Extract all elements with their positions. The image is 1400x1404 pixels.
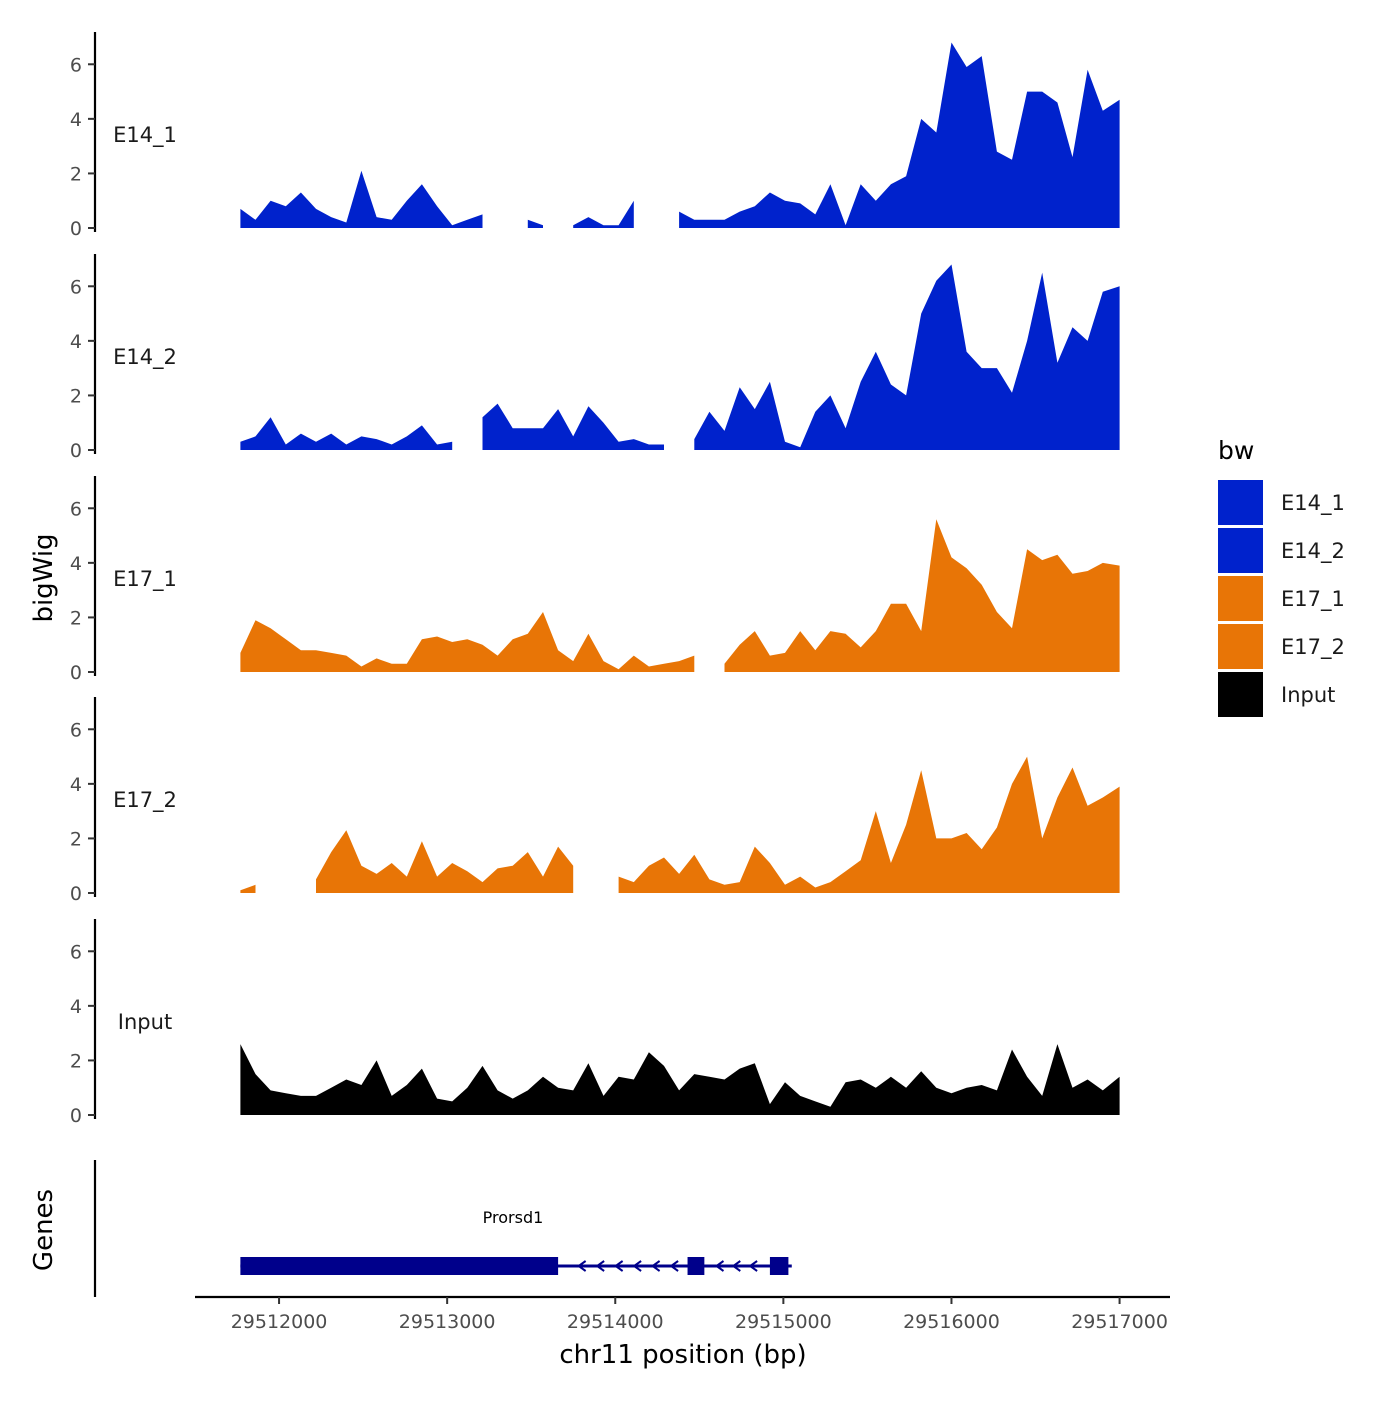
coverage-tracks: 0 2 4 6 E14_1 0 2 4 6 E14_2 0 2 4 6 E17_1 0 2 4 6 E17_2 0 2 4 6… [70,32,1120,1127]
y-tick-label: 6 [70,498,82,520]
legend-swatch [1218,576,1263,621]
track-e17-2: 0 2 4 6 E17_2 [70,697,1120,905]
y-axis-title: bigWig [29,533,59,622]
track-e17-1: 0 2 4 6 E17_1 [70,476,1120,684]
gene-strand-arrow [714,1260,725,1272]
gene-strand-arrow [731,1260,741,1272]
y-tick-label: 0 [70,883,82,905]
y-tick-label: 0 [70,662,82,684]
legend-item: E17_1 [1218,576,1345,621]
legend: bw E14_1 E14_2 E17_1 E17_2 Input [1218,436,1345,717]
y-tick-label: 0 [70,218,82,240]
y-tick-label: 6 [70,719,82,741]
coverage-area [240,1044,1120,1115]
gene-track: Prorsd1 [93,1160,792,1297]
x-tick-label: 29517000 [1071,1311,1168,1333]
y-tick-label: 4 [70,109,82,131]
x-axis-title: chr11 position (bp) [559,1340,806,1370]
gene-exon [687,1257,705,1275]
y-tick-label: 6 [70,276,82,298]
y-tick-label: 4 [70,996,82,1018]
gene-exon [240,1257,559,1275]
y-tick-label: 2 [70,163,82,185]
gene-exon [769,1257,789,1275]
legend-item: Input [1218,672,1335,717]
track-input: 0 2 4 6 Input [70,919,1120,1127]
x-tick-label: 29516000 [903,1311,1000,1333]
gene-strand-arrow [576,1260,587,1272]
track-label: E17_2 [113,788,177,813]
legend-item: E14_2 [1218,528,1345,573]
coverage-area [240,756,1120,893]
coverage-area [240,264,1120,450]
legend-label: E17_2 [1281,635,1345,660]
genes-track-title: Genes [29,1189,59,1271]
gene-strand-arrow [650,1260,661,1272]
gene-strand-arrow [748,1260,758,1272]
y-tick-label: 2 [70,828,82,850]
x-tick-label: 29512000 [231,1311,328,1333]
track-e14-2: 0 2 4 6 E14_2 [70,254,1120,462]
y-tick-label: 6 [70,941,82,963]
y-tick-label: 0 [70,440,82,462]
legend-item: E17_2 [1218,624,1345,669]
coverage-area [240,519,1120,672]
gene-strand-arrow [595,1260,605,1272]
legend-swatch [1218,480,1263,525]
legend-label: E17_1 [1281,587,1345,612]
gene-strand-arrow [669,1260,679,1272]
coverage-area [240,42,1120,228]
y-tick-label: 4 [70,553,82,575]
track-label: E17_1 [113,567,177,592]
gene-strand-arrow [613,1260,624,1272]
gene-strand-arrow [632,1260,642,1272]
legend-swatch [1218,672,1263,717]
y-tick-label: 2 [70,1050,82,1072]
legend-title: bw [1218,436,1254,465]
track-label: E14_2 [113,345,177,370]
x-axis: 29512000 29513000 29514000 29515000 29516000… [195,1295,1170,1333]
x-tick-label: 29513000 [399,1311,496,1333]
y-tick-label: 6 [70,54,82,76]
y-tick-label: 4 [70,774,82,796]
y-tick-label: 2 [70,385,82,407]
gene-name-label: Prorsd1 [483,1208,544,1227]
track-label: E14_1 [113,123,177,148]
track-e14-1: 0 2 4 6 E14_1 [70,32,1120,240]
track-label: Input [118,1010,172,1034]
y-tick-label: 0 [70,1105,82,1127]
legend-label: E14_2 [1281,539,1345,564]
y-tick-label: 2 [70,607,82,629]
x-tick-label: 29515000 [735,1311,832,1333]
x-tick-label: 29514000 [567,1311,664,1333]
legend-label: Input [1281,683,1335,707]
legend-swatch [1218,528,1263,573]
y-tick-label: 4 [70,331,82,353]
legend-item: E14_1 [1218,480,1345,525]
legend-swatch [1218,624,1263,669]
legend-label: E14_1 [1281,491,1345,516]
